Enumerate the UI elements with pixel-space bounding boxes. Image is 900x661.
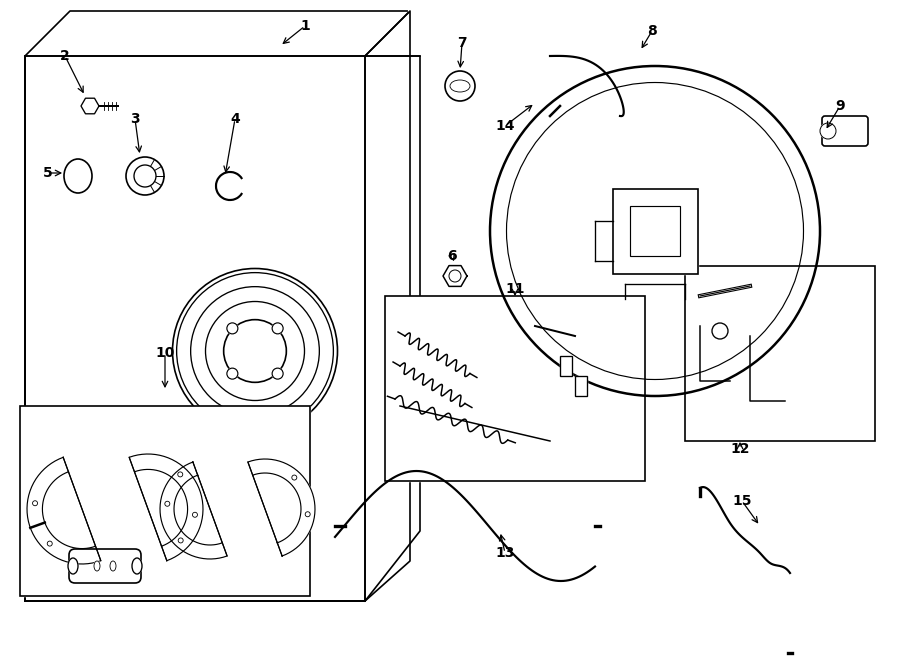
Ellipse shape <box>94 561 100 571</box>
Text: 11: 11 <box>505 282 525 296</box>
Circle shape <box>227 368 238 379</box>
Polygon shape <box>130 454 203 561</box>
Ellipse shape <box>68 558 78 574</box>
Ellipse shape <box>132 558 142 574</box>
Text: 9: 9 <box>835 99 845 113</box>
FancyBboxPatch shape <box>613 188 698 274</box>
FancyBboxPatch shape <box>822 116 868 146</box>
Ellipse shape <box>126 157 164 195</box>
Text: 5: 5 <box>43 166 53 180</box>
Text: 10: 10 <box>156 346 175 360</box>
Text: 1: 1 <box>300 19 310 33</box>
Text: 12: 12 <box>730 442 750 456</box>
Bar <box>685 266 875 441</box>
Circle shape <box>490 66 820 396</box>
Polygon shape <box>27 457 101 564</box>
Circle shape <box>820 123 836 139</box>
Polygon shape <box>248 459 315 556</box>
Polygon shape <box>81 98 99 114</box>
Bar <box>613 188 698 274</box>
FancyBboxPatch shape <box>575 376 587 396</box>
Text: 15: 15 <box>733 494 751 508</box>
Bar <box>630 206 680 256</box>
Ellipse shape <box>223 320 286 382</box>
Text: 6: 6 <box>447 249 457 263</box>
Ellipse shape <box>173 268 338 434</box>
Text: 8: 8 <box>647 24 657 38</box>
Text: 7: 7 <box>457 36 467 50</box>
Text: 2: 2 <box>60 49 70 63</box>
FancyBboxPatch shape <box>560 356 572 376</box>
Bar <box>385 296 645 481</box>
Bar <box>685 266 875 441</box>
Text: 4: 4 <box>230 112 240 126</box>
Circle shape <box>272 368 284 379</box>
Polygon shape <box>160 462 227 559</box>
Bar <box>20 406 310 596</box>
Polygon shape <box>443 266 467 286</box>
Text: 13: 13 <box>495 546 515 560</box>
Ellipse shape <box>110 561 116 571</box>
Circle shape <box>445 71 475 101</box>
Circle shape <box>227 323 238 334</box>
Ellipse shape <box>64 159 92 193</box>
Circle shape <box>272 323 284 334</box>
Bar <box>385 296 645 481</box>
Text: 3: 3 <box>130 112 140 126</box>
FancyBboxPatch shape <box>69 549 141 583</box>
Bar <box>20 406 310 596</box>
Text: 14: 14 <box>495 119 515 133</box>
